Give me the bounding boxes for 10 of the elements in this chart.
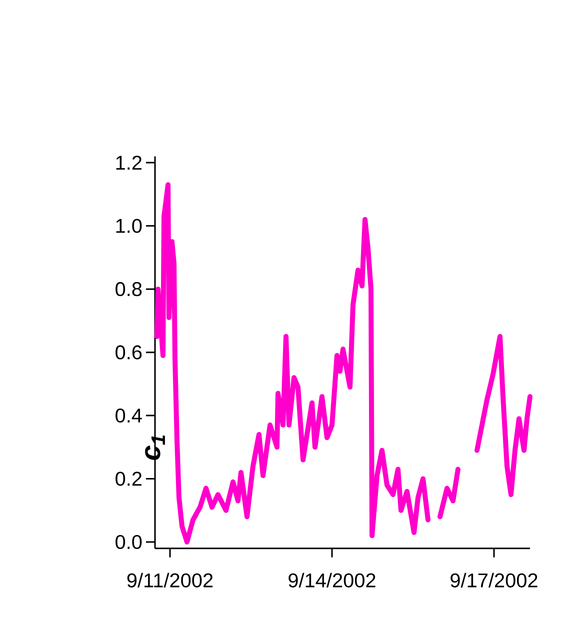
y-tick-label: 1.0	[116, 218, 142, 233]
y-tick-label: 0.0	[116, 534, 142, 550]
y-tick-label: 0.6	[116, 345, 142, 360]
y-tick-label: 1.2	[116, 156, 142, 170]
y-tick-label: 0.8	[116, 282, 142, 296]
x-tick-label: 9/11/2002	[127, 572, 213, 588]
y-tick-label: 0.2	[116, 472, 142, 486]
x-tick-label: 9/14/2002	[288, 572, 376, 588]
y-tick-label: 0.4	[116, 408, 142, 423]
x-tick-label: 9/17/2002	[450, 572, 538, 588]
